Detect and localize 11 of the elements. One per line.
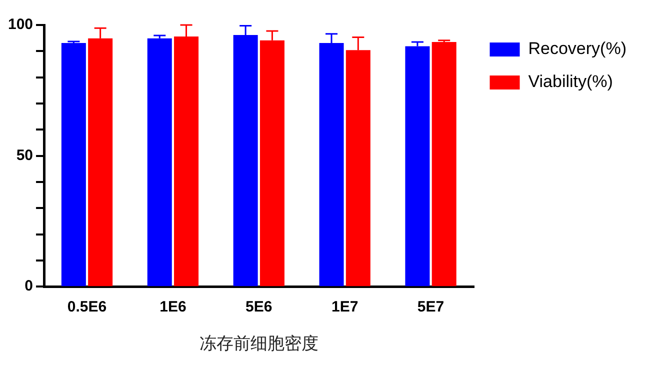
x-tick-label: 5E6	[246, 298, 272, 316]
x-tick-label: 5E7	[417, 298, 444, 316]
y-tick-label: 0	[24, 278, 34, 295]
x-tick-label: 1E6	[160, 298, 186, 316]
x-tick-label: 1E7	[331, 298, 358, 316]
y-tick-label: 100	[8, 16, 34, 34]
legend-label: Viability(%)	[528, 72, 613, 92]
x-axis-title: 冻存前细胞密度	[199, 334, 318, 354]
legend-label: Recovery(%)	[528, 39, 626, 58]
x-tick-label: 0.5E6	[67, 298, 107, 316]
y-tick-label: 50	[16, 146, 34, 164]
